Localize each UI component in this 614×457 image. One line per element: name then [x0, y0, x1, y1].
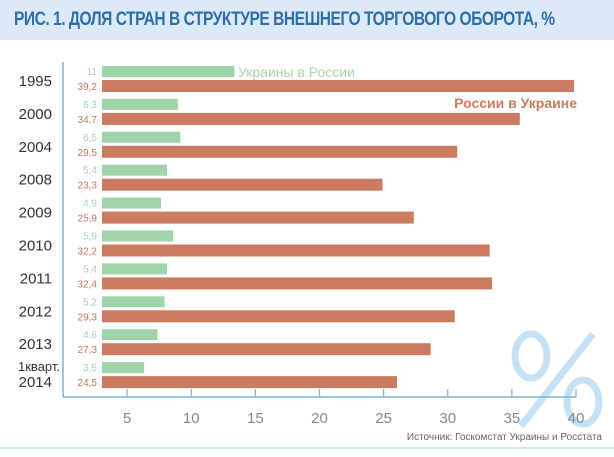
bar-russia-in-ukraine — [102, 343, 431, 356]
value-label: 6,3 — [83, 100, 97, 111]
value-label: 32,4 — [78, 279, 98, 290]
bar-ukraine-in-russia — [102, 164, 168, 176]
value-label: 23,3 — [78, 181, 98, 192]
percent-watermark-ring-top — [511, 330, 551, 382]
title-banner: РИС. 1. ДОЛЯ СТРАН В СТРУКТУРЕ ВНЕШНЕГО … — [0, 0, 614, 40]
value-label: 5,2 — [83, 297, 97, 308]
year-label: 2000 — [19, 106, 52, 123]
value-label: 4,6 — [83, 330, 97, 341]
bar-russia-in-ukraine — [102, 211, 414, 224]
bar-ukraine-in-russia — [102, 362, 145, 374]
value-label: 39,2 — [78, 82, 98, 93]
value-label: 5,4 — [83, 264, 97, 275]
value-label: 3,5 — [83, 363, 97, 374]
value-label: 5,4 — [83, 166, 97, 177]
year-label: 2009 — [19, 205, 52, 222]
bar-russia-in-ukraine — [102, 112, 520, 125]
x-tick-label: 40 — [568, 410, 585, 427]
year-label: 2010 — [19, 238, 52, 255]
year-label: 1кварт. — [18, 359, 60, 374]
value-label: 4,9 — [83, 199, 97, 210]
bar-ukraine-in-russia — [102, 329, 158, 341]
value-label: 34,7 — [78, 115, 98, 126]
year-label: 2008 — [19, 172, 52, 189]
bar-ukraine-in-russia — [102, 296, 165, 308]
value-label: 11 — [87, 67, 98, 78]
value-label: 25,9 — [78, 214, 98, 225]
bar-ukraine-in-russia — [102, 131, 181, 143]
year-label: 2014 — [19, 374, 52, 391]
bar-russia-in-ukraine — [102, 244, 490, 257]
x-tick-label: 15 — [247, 410, 264, 427]
bar-russia-in-ukraine — [102, 376, 397, 389]
year-label: 2011 — [20, 270, 52, 287]
percent-watermark — [511, 330, 603, 429]
value-label: 32,2 — [78, 247, 98, 258]
bar-russia-in-ukraine — [102, 277, 493, 290]
x-tick-label: 25 — [375, 410, 392, 427]
value-label: 27,3 — [78, 345, 98, 356]
x-tick-label: 5 — [123, 410, 131, 427]
bar-russia-in-ukraine — [102, 80, 574, 92]
bar-russia-in-ukraine — [102, 310, 455, 323]
bar-russia-in-ukraine — [102, 145, 458, 158]
chart-title: РИС. 1. ДОЛЯ СТРАН В СТРУКТУРЕ ВНЕШНЕГО … — [14, 9, 555, 30]
year-label: 2004 — [19, 139, 52, 156]
percent-watermark-slash — [518, 331, 596, 429]
x-tick-label: 30 — [439, 410, 456, 427]
percent-watermark-ring-bottom — [563, 376, 603, 428]
x-tick-label: 20 — [311, 410, 328, 427]
bar-ukraine-in-russia — [102, 66, 235, 77]
value-label: 24,5 — [78, 378, 98, 389]
legend-ukraine-in-russia: Украины в России — [238, 64, 355, 80]
year-label: 1995 — [19, 73, 52, 90]
bottom-divider — [0, 447, 614, 449]
x-tick-label: 10 — [183, 410, 200, 427]
bar-ukraine-in-russia — [102, 263, 168, 275]
legend-russia-in-ukraine: России в Украине — [454, 95, 577, 111]
year-label: 2013 — [19, 336, 52, 353]
bar-ukraine-in-russia — [102, 230, 174, 242]
bar-ukraine-in-russia — [102, 197, 161, 209]
year-label: 2012 — [19, 303, 52, 320]
value-label: 29,3 — [78, 312, 98, 323]
source-note: Источник: Госкомстат Украины и Росстата — [406, 432, 602, 443]
x-tick-label: 35 — [504, 410, 521, 427]
bar-russia-in-ukraine — [102, 178, 383, 191]
bar-ukraine-in-russia — [102, 98, 178, 110]
value-label: 5,9 — [83, 232, 97, 243]
value-label: 29,5 — [78, 148, 98, 159]
value-label: 6,5 — [83, 133, 97, 144]
